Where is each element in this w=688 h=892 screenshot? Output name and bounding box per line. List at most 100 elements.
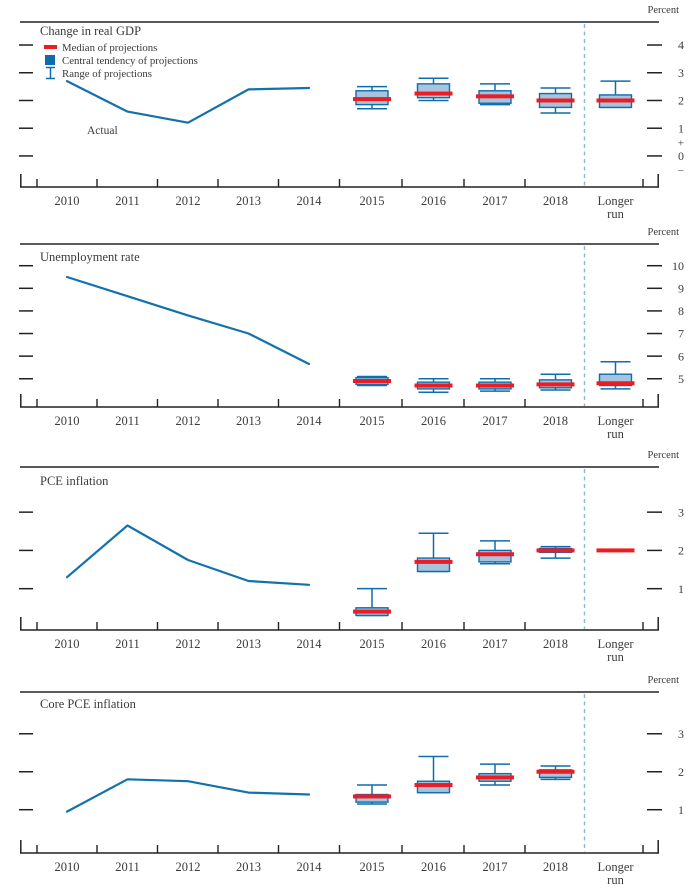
longer-run-label-line1: Longer — [597, 637, 634, 651]
y-tick-label: 8 — [678, 304, 684, 318]
legend-item-label: Median of projections — [62, 42, 157, 54]
year-label: 2012 — [176, 637, 201, 651]
percent-label: Percent — [648, 675, 680, 686]
year-label: 2017 — [483, 194, 508, 208]
percent-label: Percent — [648, 450, 680, 461]
y-tick-label: 2 — [678, 94, 684, 108]
median-bar — [596, 548, 635, 553]
median-bar — [536, 382, 575, 387]
y-tick-label: 10 — [672, 259, 684, 273]
y-tick-label: 5 — [678, 372, 684, 386]
median-bar — [353, 97, 391, 102]
median-bar — [596, 98, 635, 103]
year-label: 2011 — [115, 637, 140, 651]
longer-run-label-line1: Longer — [597, 194, 634, 208]
year-label: 2018 — [543, 860, 568, 874]
legend-item-label: Central tendency of projections — [62, 55, 198, 67]
central-tendency-box — [416, 83, 451, 99]
median-bar — [536, 98, 575, 103]
y-tick-label: 4 — [678, 38, 684, 52]
median-bar — [536, 769, 575, 774]
year-label: 2014 — [297, 637, 323, 651]
longer-run-label-line1: Longer — [597, 860, 634, 874]
year-label: 2013 — [236, 414, 261, 428]
y-axis-sign-mark: − — [678, 165, 684, 177]
percent-label: Percent — [648, 5, 680, 16]
median-bar — [476, 383, 514, 388]
legend-median-icon — [44, 45, 57, 49]
percent-label: Percent — [648, 227, 680, 238]
year-label: 2011 — [115, 860, 140, 874]
year-label: 2014 — [297, 414, 323, 428]
panel-title: Change in real GDP — [40, 24, 141, 38]
actual-data-line — [65, 778, 311, 813]
longer-run-label-line1: Longer — [597, 414, 634, 428]
year-label: 2010 — [55, 414, 80, 428]
median-bar — [414, 559, 453, 564]
y-tick-label: 1 — [678, 582, 684, 596]
year-label: 2015 — [360, 637, 385, 651]
y-tick-label: 3 — [678, 727, 684, 741]
year-label: 2016 — [421, 637, 446, 651]
y-tick-label: 7 — [678, 327, 684, 341]
year-label: 2016 — [421, 414, 446, 428]
legend-item-label: Range of projections — [62, 68, 152, 80]
panel-title: PCE inflation — [40, 474, 109, 488]
y-tick-label: 0 — [678, 149, 684, 163]
year-label: 2011 — [115, 414, 140, 428]
year-label: 2016 — [421, 860, 446, 874]
median-bar — [596, 381, 635, 386]
longer-run-label-line2: run — [607, 427, 624, 441]
y-tick-label: 9 — [678, 282, 684, 296]
year-label: 2017 — [483, 860, 508, 874]
median-bar — [476, 775, 514, 780]
year-label: 2018 — [543, 637, 568, 651]
median-bar — [414, 383, 453, 388]
year-label: 2017 — [483, 637, 508, 651]
median-bar — [353, 794, 391, 799]
median-bar — [353, 379, 391, 384]
year-label: 2015 — [360, 860, 385, 874]
y-axis-sign-mark: + — [678, 137, 684, 149]
year-label: 2014 — [297, 860, 323, 874]
year-label: 2018 — [543, 414, 568, 428]
median-bar — [476, 552, 514, 557]
year-label: 2015 — [360, 194, 385, 208]
year-label: 2015 — [360, 414, 385, 428]
year-label: 2017 — [483, 414, 508, 428]
actual-data-line — [65, 79, 311, 124]
year-label: 2013 — [236, 860, 261, 874]
year-label: 2013 — [236, 637, 261, 651]
longer-run-label-line2: run — [607, 650, 624, 664]
y-tick-label: 1 — [678, 803, 684, 817]
median-bar — [476, 94, 514, 99]
year-label: 2016 — [421, 194, 446, 208]
longer-run-label-line2: run — [607, 873, 624, 887]
year-label: 2011 — [115, 194, 140, 208]
year-label: 2010 — [55, 860, 80, 874]
actual-data-line — [65, 275, 311, 366]
y-tick-label: 1 — [678, 121, 684, 135]
legend-central-tendency-icon — [45, 55, 55, 65]
median-bar — [353, 609, 391, 614]
actual-line-annotation: Actual — [87, 125, 118, 137]
year-label: 2013 — [236, 194, 261, 208]
year-label: 2012 — [176, 414, 201, 428]
median-bar — [536, 548, 575, 553]
longer-run-label-line2: run — [607, 207, 624, 221]
year-label: 2012 — [176, 860, 201, 874]
year-label: 2012 — [176, 194, 201, 208]
panel-title: Core PCE inflation — [40, 697, 137, 711]
median-bar — [414, 783, 453, 788]
year-label: 2014 — [297, 194, 323, 208]
y-tick-label: 2 — [678, 765, 684, 779]
panel-title: Unemployment rate — [40, 250, 140, 264]
y-tick-label: 6 — [678, 349, 684, 363]
median-bar — [414, 91, 453, 96]
year-label: 2018 — [543, 194, 568, 208]
y-tick-label: 3 — [678, 505, 684, 519]
central-tendency-box — [598, 373, 633, 387]
actual-data-line — [65, 524, 311, 586]
y-tick-label: 2 — [678, 544, 684, 558]
